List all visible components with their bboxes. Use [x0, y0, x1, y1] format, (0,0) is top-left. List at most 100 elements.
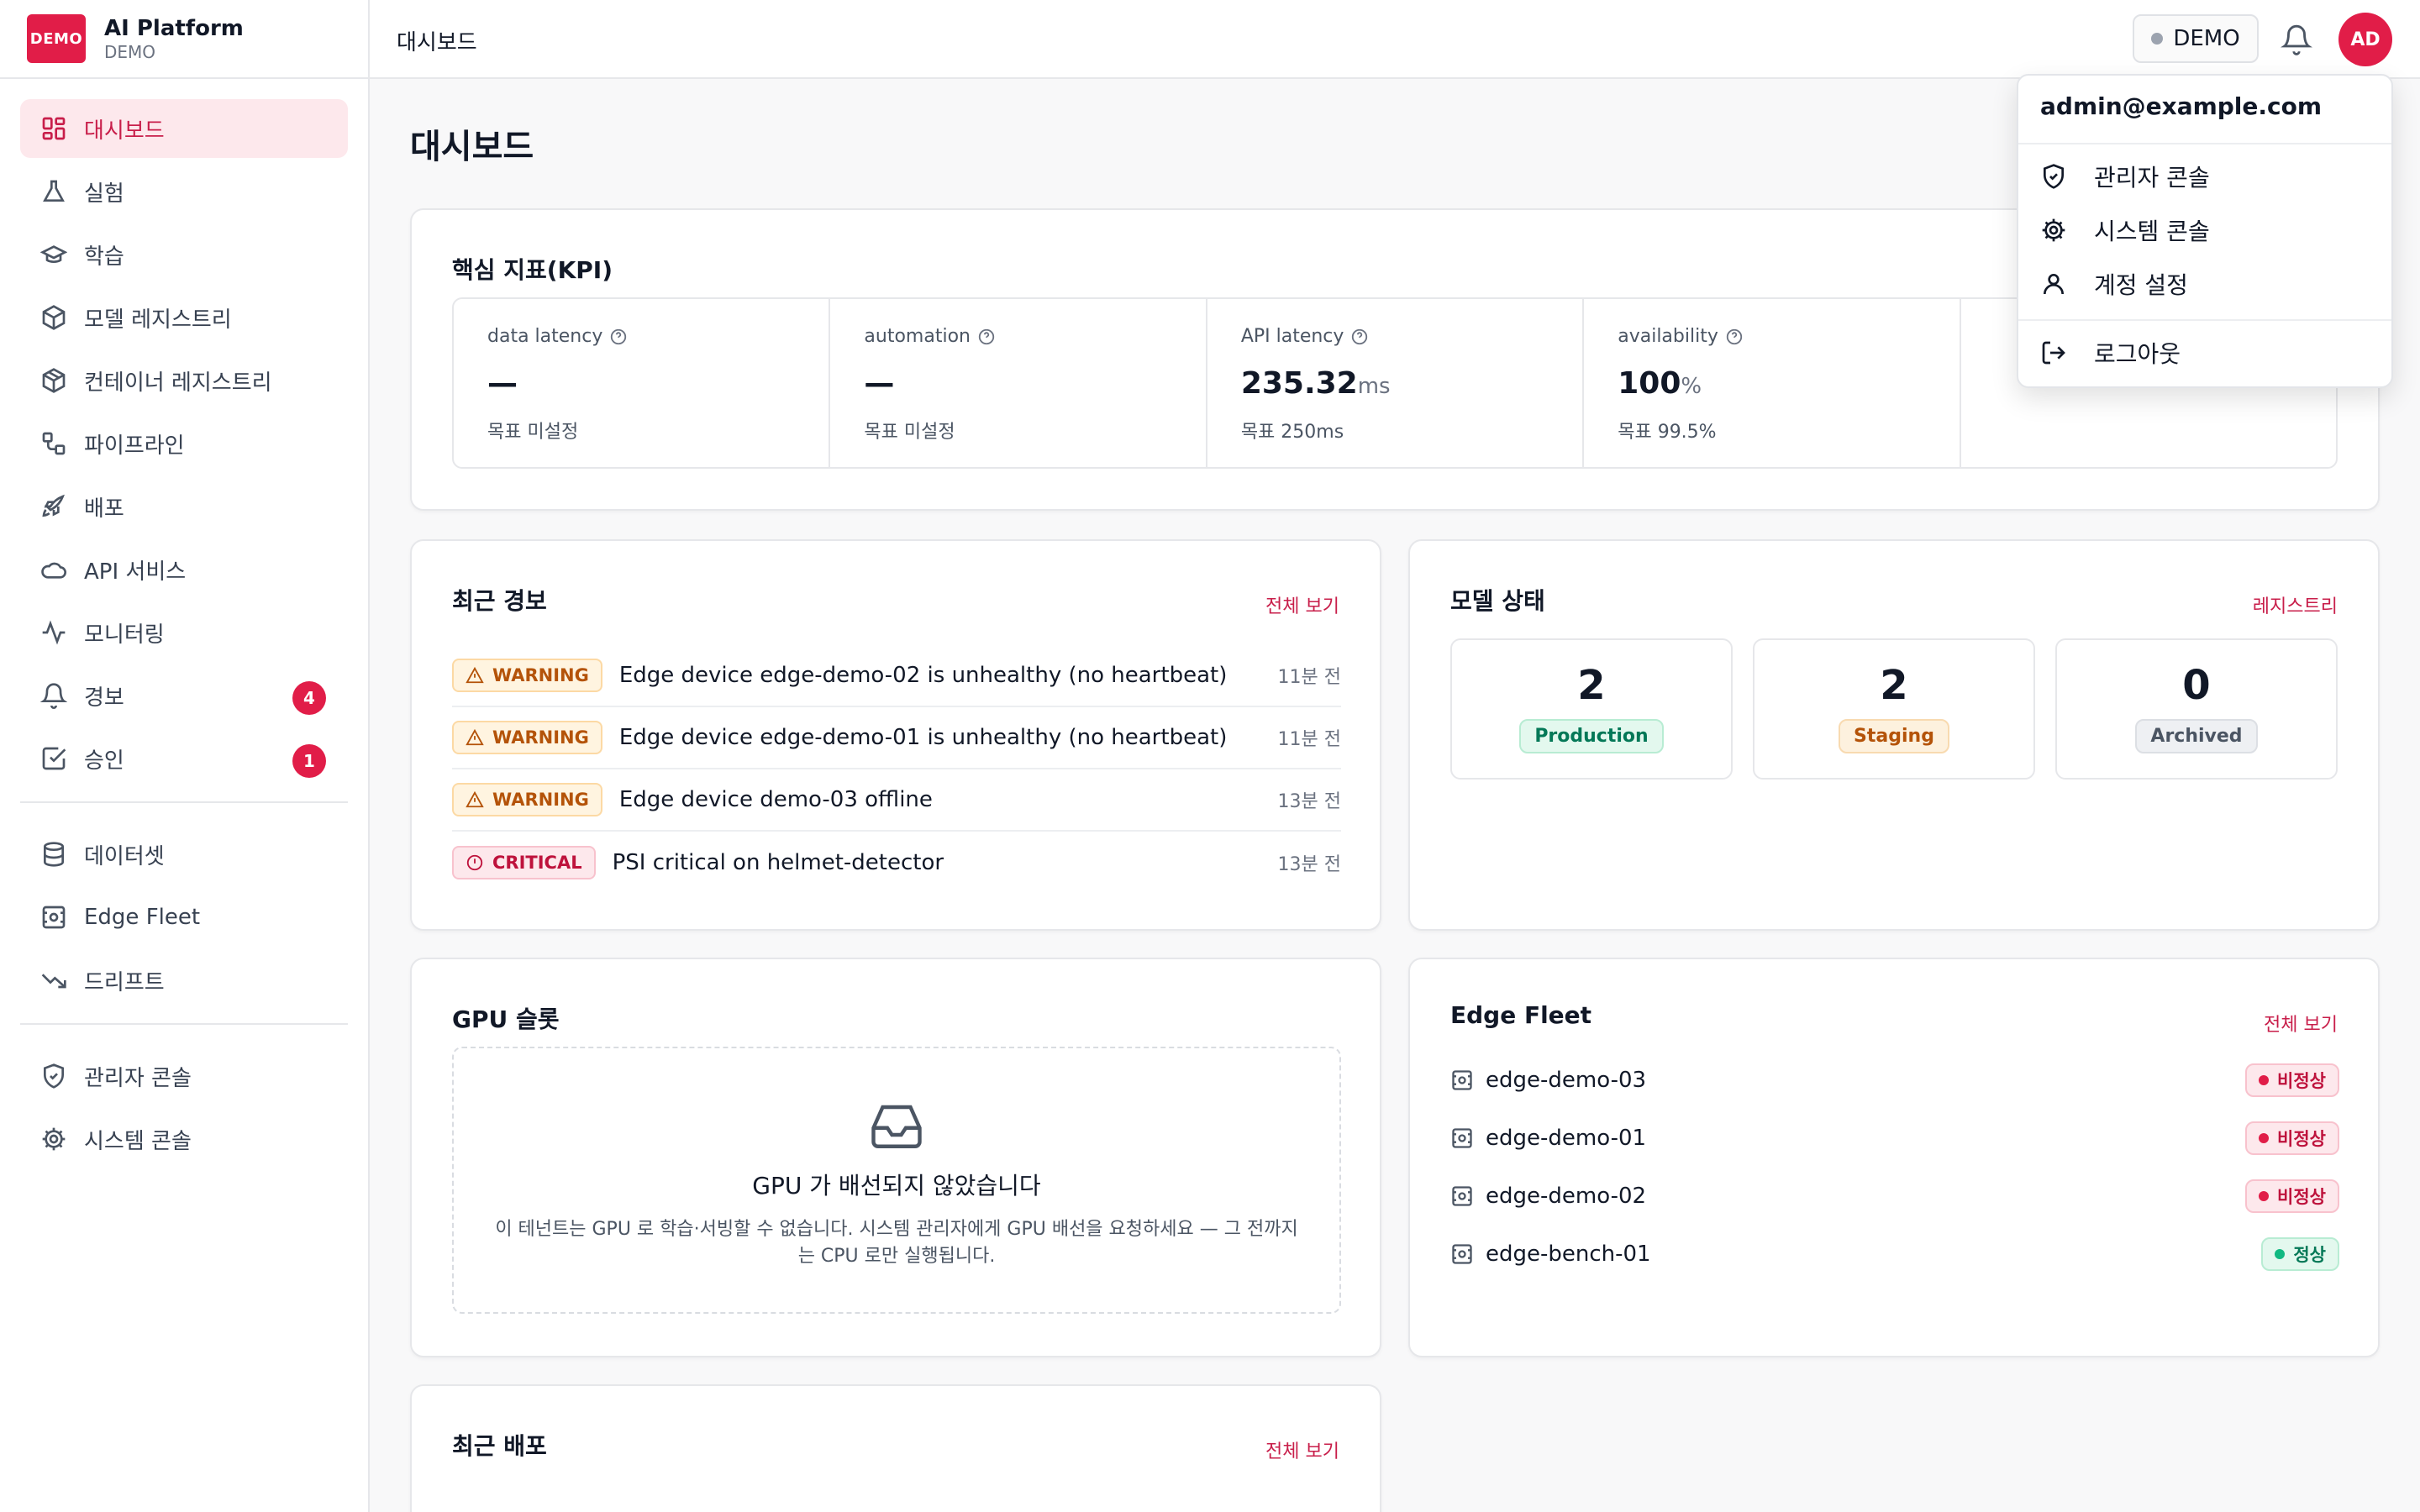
edge-device-icon	[1452, 1128, 1472, 1148]
alert-time: 11분 전	[1277, 667, 1341, 688]
menu-item-label: 시스템 콘솔	[2094, 218, 2210, 245]
sidebar-item-container-registry[interactable]: 컨테이너 레지스트리	[20, 351, 348, 410]
gear-icon	[2042, 218, 2065, 242]
graduation-cap-icon	[40, 245, 67, 263]
sidebar-item-alerts[interactable]: 경보 4	[20, 666, 348, 725]
stage-pill-archived: Archived	[2135, 719, 2258, 753]
alert-row[interactable]: WARNING Edge device edge-demo-02 is unhe…	[452, 645, 1341, 707]
flask-icon	[43, 180, 65, 202]
sidebar-item-training[interactable]: 학습	[20, 225, 348, 284]
brand[interactable]: DEMO AI Platform DEMO	[0, 0, 368, 79]
sidebar-item-drift[interactable]: 드리프트	[20, 951, 348, 1010]
page-title: 대시보드	[410, 128, 534, 166]
model-status-title: 모델 상태	[1450, 587, 1545, 615]
sidebar-item-approvals[interactable]: 승인 1	[20, 729, 348, 788]
menu-item-logout[interactable]: 로그아웃	[2018, 328, 2391, 378]
alerts-view-all-link[interactable]: 전체 보기	[1265, 596, 1339, 617]
menu-item-label: 관리자 콘솔	[2094, 164, 2210, 192]
help-icon[interactable]	[1350, 328, 1369, 346]
alert-time: 13분 전	[1277, 854, 1341, 875]
status-dot	[2259, 1133, 2270, 1143]
edge-device-icon	[1452, 1070, 1472, 1090]
edge-device-row[interactable]: edge-bench-01 정상	[1450, 1229, 2339, 1279]
inbox-icon	[871, 1105, 922, 1148]
sidebar-item-label: 모델 레지스트리	[84, 307, 232, 333]
alert-message: Edge device demo-03 offline	[618, 787, 933, 812]
menu-item-admin-console[interactable]: 관리자 콘솔	[2018, 151, 2391, 202]
stat-count: 2	[1577, 662, 1606, 709]
shield-icon	[2044, 164, 2064, 189]
tenant-status-dot	[2151, 33, 2164, 45]
sidebar-divider	[20, 1023, 348, 1025]
sidebar-item-pipelines[interactable]: 파이프라인	[20, 414, 348, 473]
kpi-card-title: 핵심 지표(KPI)	[452, 256, 613, 284]
alert-row[interactable]: CRITICAL PSI critical on helmet-detector…	[452, 832, 1341, 894]
sidebar-item-dashboard[interactable]: 대시보드	[20, 99, 348, 158]
sidebar-item-model-registry[interactable]: 모델 레지스트리	[20, 288, 348, 347]
severity-badge-warning: WARNING	[452, 659, 602, 692]
user-dropdown-menu: admin@example.com 관리자 콘솔 시스템 콘솔 계정 설정 로그…	[2017, 74, 2393, 388]
edge-status-label: 정상	[2293, 1245, 2326, 1265]
edge-status-label: 비정상	[2277, 1187, 2326, 1207]
stat-production[interactable]: 2 Production	[1450, 638, 1733, 780]
stat-count: 2	[1880, 662, 1908, 709]
registry-link[interactable]: 레지스트리	[2252, 596, 2338, 617]
sidebar-item-label: 관리자 콘솔	[84, 1065, 192, 1091]
menu-item-system-console[interactable]: 시스템 콘솔	[2018, 205, 2391, 255]
sidebar-item-system-console[interactable]: 시스템 콘솔	[20, 1110, 348, 1168]
severity-badge-warning: WARNING	[452, 721, 602, 754]
help-icon[interactable]	[977, 328, 996, 346]
check-square-icon	[42, 747, 66, 770]
stat-staging[interactable]: 2 Staging	[1753, 638, 2035, 780]
approvals-count-badge: 1	[292, 744, 326, 778]
alerts-count-badge: 4	[292, 681, 326, 715]
sidebar-item-admin-console[interactable]: 관리자 콘솔	[20, 1047, 348, 1105]
cloud-icon	[41, 562, 66, 579]
alert-row[interactable]: WARNING Edge device demo-03 offline 13분 …	[452, 769, 1341, 832]
sidebar-item-experiments[interactable]: 실험	[20, 162, 348, 221]
menu-divider	[2018, 143, 2391, 144]
sidebar-item-label: Edge Fleet	[84, 905, 201, 930]
sidebar-item-datasets[interactable]: 데이터셋	[20, 825, 348, 884]
edge-view-all-link[interactable]: 전체 보기	[2264, 1015, 2338, 1036]
sidebar-item-label: 승인	[84, 748, 124, 774]
recent-deployments-card: 최근 배포 전체 보기	[410, 1384, 1381, 1512]
stat-count: 0	[2182, 662, 2211, 709]
deployments-view-all-link[interactable]: 전체 보기	[1265, 1441, 1339, 1462]
gpu-slots-title: GPU 슬롯	[452, 1005, 560, 1033]
alert-row[interactable]: WARNING Edge device edge-demo-01 is unhe…	[452, 707, 1341, 769]
gpu-empty-title: GPU 가 배선되지 않았습니다	[752, 1172, 1041, 1200]
notifications-bell-icon[interactable]	[2281, 24, 2312, 55]
severity-badge-critical: CRITICAL	[452, 846, 596, 879]
sidebar-item-label: 경보	[84, 685, 124, 711]
kpi-value: —	[864, 366, 895, 401]
edge-status-badge: 비정상	[2245, 1179, 2339, 1213]
gpu-empty-description: 이 테넌트는 GPU 로 학습·서빙할 수 없습니다. 시스템 관리자에게 GP…	[495, 1219, 1298, 1267]
sidebar-item-api-services[interactable]: API 서비스	[20, 540, 348, 599]
edge-device-row[interactable]: edge-demo-03 비정상	[1450, 1055, 2339, 1105]
sidebar-item-deployments[interactable]: 배포	[20, 477, 348, 536]
warning-triangle-icon	[466, 728, 484, 746]
recent-deployments-title: 최근 배포	[452, 1432, 547, 1460]
user-avatar[interactable]: AD	[2338, 13, 2392, 66]
sidebar-item-edge-fleet[interactable]: Edge Fleet	[20, 888, 348, 947]
kpi-target: 목표 미설정	[487, 422, 579, 443]
stage-pill-production: Production	[1519, 719, 1664, 753]
kpi-cell: availability 100% 목표 99.5%	[1584, 299, 1961, 467]
alert-circle-icon	[466, 854, 483, 871]
sidebar: DEMO AI Platform DEMO 대시보드 실험 학습 모델 레지스트…	[0, 0, 370, 1512]
help-icon[interactable]	[609, 328, 628, 346]
kpi-unit: %	[1681, 374, 1702, 399]
edge-device-row[interactable]: edge-demo-02 비정상	[1450, 1171, 2339, 1221]
sidebar-item-monitoring[interactable]: 모니터링	[20, 603, 348, 662]
menu-item-account-settings[interactable]: 계정 설정	[2018, 259, 2391, 309]
recent-alerts-card: 최근 경보 전체 보기 WARNING Edge device edge-dem…	[410, 539, 1381, 931]
help-icon[interactable]	[1725, 328, 1744, 346]
edge-device-row[interactable]: edge-demo-01 비정상	[1450, 1113, 2339, 1163]
sidebar-divider	[20, 801, 348, 803]
stat-archived[interactable]: 0 Archived	[2055, 638, 2338, 780]
breadcrumb[interactable]: 대시보드	[397, 30, 477, 55]
sidebar-item-label: API 서비스	[84, 559, 187, 585]
tenant-selector[interactable]: DEMO	[2133, 14, 2259, 63]
kpi-unit: ms	[1357, 374, 1391, 399]
